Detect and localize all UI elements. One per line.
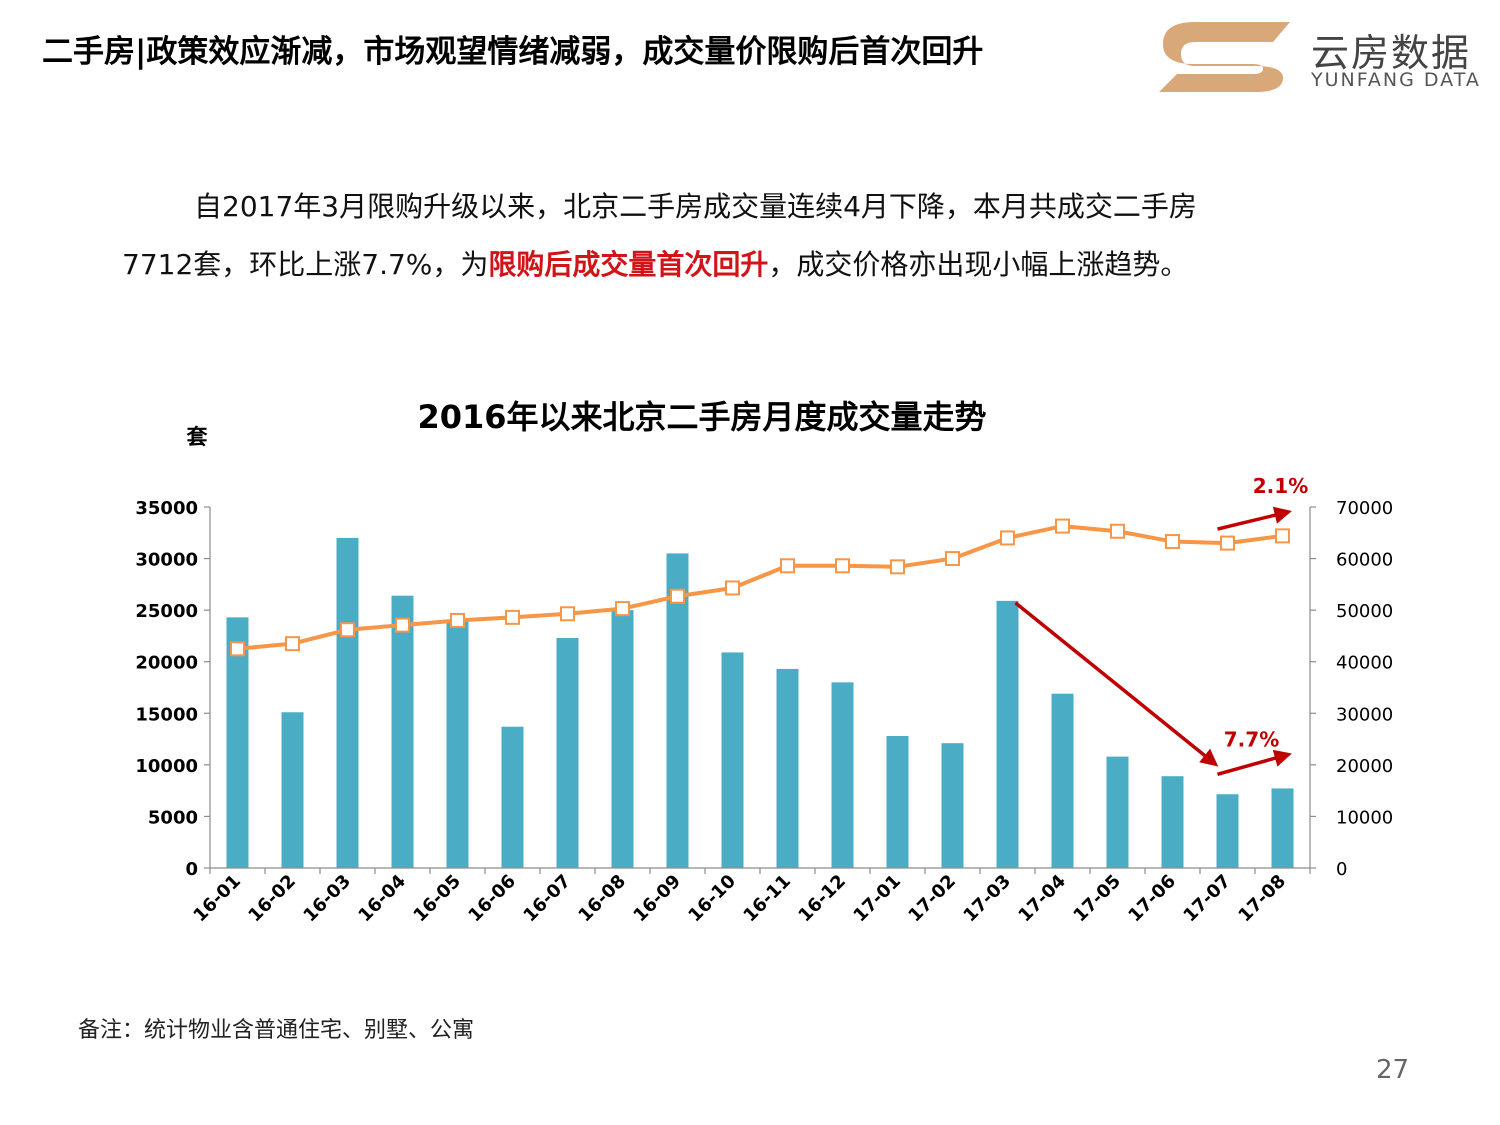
- x-tick-label: 17-02: [904, 871, 960, 927]
- bar-16-06: [501, 726, 524, 868]
- left-tick-label: 30000: [135, 550, 198, 571]
- x-tick-label: 16-03: [299, 871, 355, 927]
- footnote: 备注：统计物业含普通住宅、别墅、公寓: [78, 1018, 475, 1043]
- x-tick-label: 16-09: [629, 871, 685, 927]
- bar-16-09: [666, 553, 689, 868]
- bar-17-03: [996, 600, 1019, 868]
- right-tick-label: 40000: [1336, 653, 1393, 674]
- intro-line-2-start: 7712套，环比上涨7.7%，为: [122, 248, 489, 281]
- bar-17-04: [1051, 693, 1074, 868]
- decline-arrow: [1014, 601, 1219, 767]
- line-marker-17-08: [1275, 528, 1290, 544]
- x-tick-label: 17-05: [1069, 871, 1125, 927]
- price-change-label: 2.1%: [1253, 474, 1308, 498]
- line-marker-17-01: [890, 559, 905, 575]
- page-number: 27: [1376, 1055, 1410, 1085]
- line-marker-16-08: [615, 601, 630, 617]
- line-marker-16-07: [560, 606, 575, 622]
- left-tick-label: 25000: [135, 601, 198, 622]
- bar-16-02: [281, 712, 304, 868]
- x-tick-label: 17-01: [849, 871, 905, 927]
- line-marker-17-02: [945, 551, 960, 567]
- x-tick-label: 17-04: [1014, 871, 1070, 927]
- slide-title: 二手房|政策效应渐减，市场观望情绪减弱，成交量价限购后首次回升: [42, 34, 984, 70]
- x-tick-label: 16-07: [519, 871, 575, 927]
- line-marker-16-04: [395, 617, 410, 633]
- left-tick-label: 35000: [135, 498, 198, 519]
- logo-english-name: YUNFANG DATA: [1311, 69, 1481, 91]
- line-marker-17-07: [1220, 535, 1235, 551]
- bar-17-06: [1161, 776, 1184, 868]
- line-marker-16-09: [670, 588, 685, 604]
- intro-highlight: 限购后成交量首次回升: [488, 248, 769, 281]
- yunfang-logo: 云房数据 YUNFANG DATA: [1155, 14, 1485, 96]
- left-tick-label: 0: [185, 859, 198, 880]
- right-tick-label: 20000: [1336, 756, 1393, 777]
- logo-mark-icon: [1159, 22, 1290, 92]
- bar-16-11: [776, 668, 799, 868]
- bar-17-08: [1271, 788, 1294, 868]
- line-marker-17-06: [1165, 534, 1180, 550]
- x-tick-label: 16-04: [354, 871, 410, 927]
- bar-16-01: [226, 617, 249, 868]
- bar-16-04: [391, 595, 414, 868]
- price-rebound-arrow: [1217, 506, 1292, 531]
- left-tick-label: 5000: [148, 807, 198, 828]
- line-marker-16-12: [835, 558, 850, 574]
- intro-line-2-end: ，成交价格亦出现小幅上涨趋势。: [768, 248, 1189, 281]
- transaction-volume-chart: 2016年以来北京二手房月度成交量走势 套 7.7% 2.1% 0 5000 1000…: [135, 398, 1393, 927]
- line-marker-16-03: [340, 622, 355, 638]
- bar-16-07: [556, 637, 579, 868]
- x-tick-label: 16-12: [794, 871, 850, 927]
- right-tick-label: 30000: [1336, 704, 1393, 725]
- logo-chinese-name: 云房数据: [1311, 31, 1472, 75]
- x-tick-label: 16-11: [739, 871, 795, 927]
- line-marker-16-01: [230, 641, 245, 657]
- left-tick-label: 10000: [135, 756, 198, 777]
- right-tick-label: 50000: [1336, 601, 1393, 622]
- intro-paragraph: 自2017年3月限购升级以来，北京二手房成交量连续4月下降，本月共成交二手房 7…: [122, 178, 1392, 294]
- line-marker-16-02: [285, 636, 300, 652]
- chart-title: 2016年以来北京二手房月度成交量走势: [417, 398, 986, 436]
- x-tick-label: 17-07: [1179, 871, 1235, 927]
- x-tick-label: 16-10: [684, 871, 740, 927]
- left-tick-label: 20000: [135, 653, 198, 674]
- bar-17-07: [1216, 794, 1239, 868]
- right-tick-label: 70000: [1336, 498, 1393, 519]
- bar-17-01: [886, 735, 909, 868]
- bar-16-05: [446, 620, 469, 868]
- y-axis-unit-label: 套: [187, 425, 208, 449]
- left-tick-label: 15000: [135, 704, 198, 725]
- right-tick-label: 0: [1336, 859, 1347, 880]
- line-marker-16-10: [725, 580, 740, 596]
- price-trend-line: [237, 524, 1283, 651]
- x-tick-label: 16-05: [409, 871, 465, 927]
- bar-16-08: [611, 610, 634, 868]
- line-marker-17-05: [1110, 523, 1125, 539]
- x-tick-label: 16-02: [244, 871, 300, 927]
- bar-16-12: [831, 682, 854, 868]
- x-tick-label: 17-08: [1234, 871, 1290, 927]
- intro-line-1: 自2017年3月限购升级以来，北京二手房成交量连续4月下降，本月共成交二手房: [194, 190, 1197, 223]
- right-tick-label: 10000: [1336, 807, 1393, 828]
- volume-change-label: 7.7%: [1224, 727, 1279, 751]
- bar-17-05: [1106, 756, 1129, 868]
- intro-line-2: 7712套，环比上涨7.7%，为限购后成交量首次回升，成交价格亦出现小幅上涨趋势…: [122, 236, 1392, 294]
- x-tick-label: 17-03: [959, 871, 1015, 927]
- bar-17-02: [941, 743, 964, 868]
- x-tick-label: 16-06: [464, 871, 520, 927]
- line-marker-16-05: [450, 612, 465, 628]
- bar-16-10: [721, 652, 744, 868]
- line-marker-17-04: [1055, 518, 1070, 534]
- x-tick-label: 16-08: [574, 871, 630, 927]
- right-tick-label: 60000: [1336, 550, 1393, 571]
- volume-rebound-arrow: [1217, 749, 1292, 776]
- line-marker-17-03: [1000, 530, 1015, 546]
- line-marker-16-11: [780, 558, 795, 574]
- line-marker-16-06: [505, 609, 520, 625]
- x-tick-label: 17-06: [1124, 871, 1180, 927]
- bar-16-03: [336, 537, 359, 868]
